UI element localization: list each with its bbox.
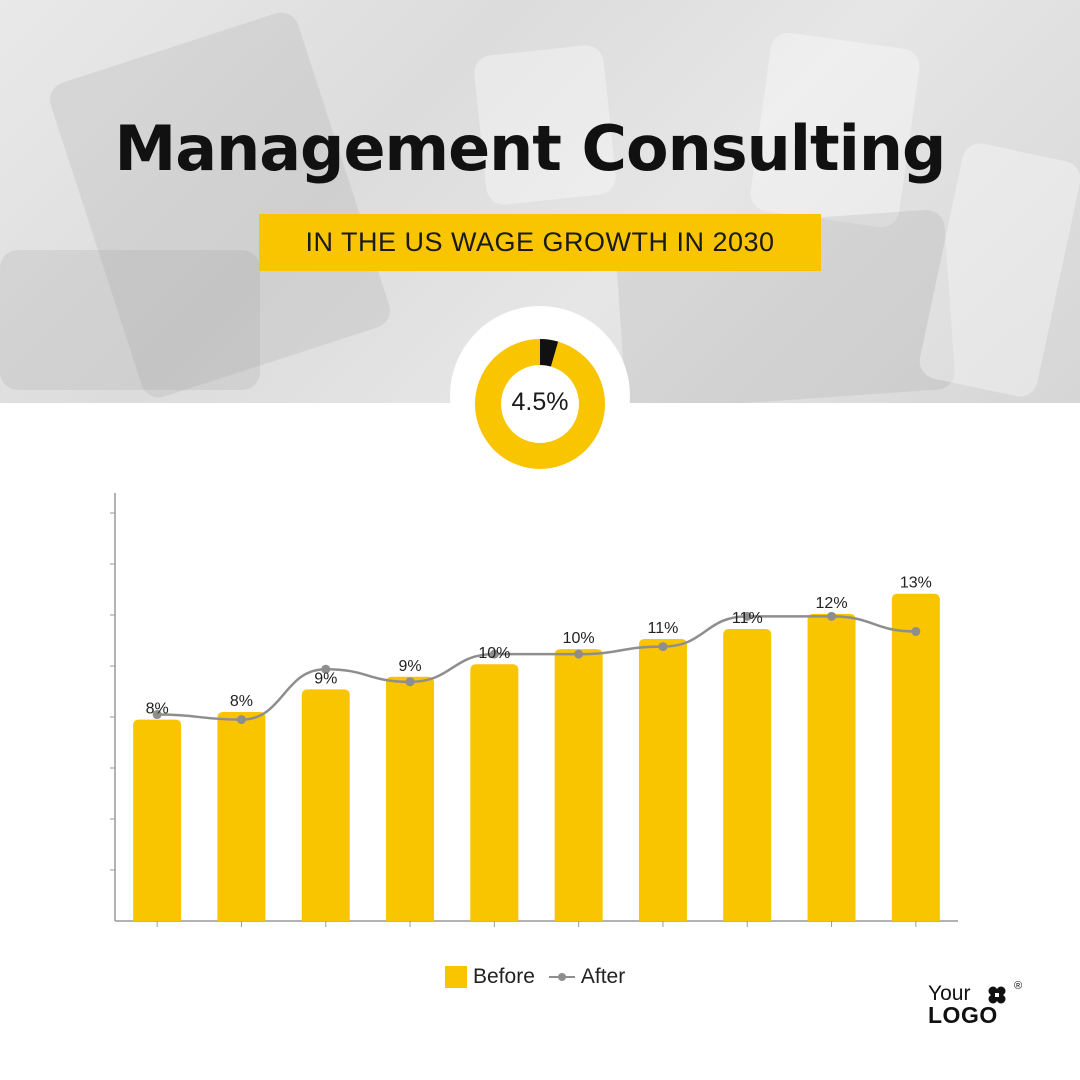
after-point [742, 611, 752, 621]
data-label: 11% [732, 610, 763, 627]
after-point [658, 642, 668, 652]
after-line [157, 615, 916, 721]
data-labels-group: 8% 8% 9% 9% 10% 10% 11% 11% 12% 13% [146, 575, 932, 718]
after-point [321, 664, 331, 674]
bar-before [807, 613, 856, 921]
after-line-group [152, 611, 921, 725]
chart-legend: Before After [445, 962, 625, 992]
page-title: Management Consulting [114, 112, 947, 185]
data-label: 10% [563, 630, 595, 647]
data-label: 13% [900, 575, 932, 592]
donut-chart [475, 339, 605, 469]
bar-before [301, 689, 350, 921]
data-label: 9% [398, 658, 421, 675]
data-label: 8% [146, 701, 169, 718]
logo-registered-mark: ® [1014, 980, 1023, 992]
data-label: 12% [816, 595, 848, 612]
after-point [911, 626, 921, 636]
bar-before [133, 719, 182, 921]
after-point [236, 715, 246, 725]
legend-after-label: After [580, 965, 626, 988]
logo-mark-icon [988, 986, 1006, 1004]
bar-before [723, 628, 772, 921]
bars-group [133, 593, 940, 921]
legend-after-swatch [548, 966, 575, 988]
bar-before [891, 593, 940, 921]
after-point [827, 611, 837, 621]
bar-before [554, 649, 603, 921]
bar-before [470, 664, 519, 921]
after-point [152, 710, 162, 720]
after-point [405, 677, 415, 687]
subtitle-banner: IN THE US WAGE GROWTH IN 2030 [259, 214, 821, 271]
logo-line1: Your [928, 982, 971, 1005]
bar-before [638, 639, 687, 921]
logo-line2: LOGO [928, 1002, 998, 1028]
data-label: 11% [648, 620, 679, 637]
donut-value-label: 4.5% [511, 388, 569, 416]
bar-before [217, 712, 266, 921]
donut-value-arc [539, 339, 559, 367]
brand-logo: Your ® LOGO [928, 980, 1028, 1028]
data-label: 9% [314, 670, 337, 687]
legend-before-label: Before [473, 965, 535, 988]
after-point [489, 649, 499, 659]
after-point [574, 649, 584, 659]
data-label: 8% [230, 693, 253, 710]
legend-before-swatch [445, 966, 467, 988]
bar-before [386, 676, 435, 921]
data-label: 10% [478, 645, 510, 662]
